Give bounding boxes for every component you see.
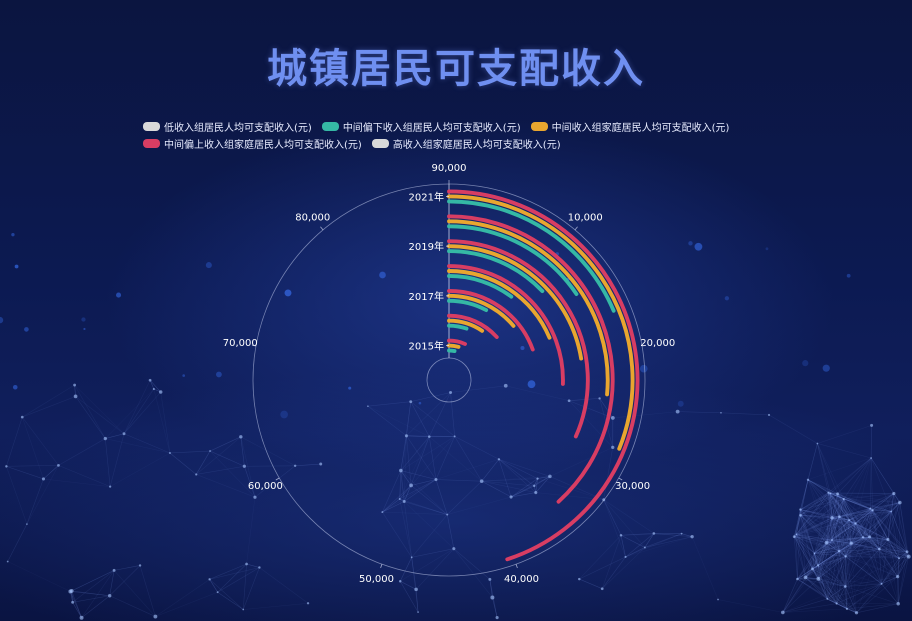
legend-label: 中间偏下收入组居民人均可支配收入(元) (342, 123, 521, 134)
legend-item-low-income[interactable]: 低收入组居民人均可支配收入(元) (143, 119, 312, 134)
bar-arc (447, 264, 565, 386)
bar-arc (447, 348, 457, 354)
bar-arc (447, 298, 489, 313)
chart-legend: 低收入组居民人均可支配收入(元) 中间偏下收入组居民人均可支配收入(元) 中间收… (143, 118, 783, 152)
bar-arc (447, 288, 535, 352)
legend-swatch (143, 139, 160, 148)
bar-arc (447, 214, 615, 504)
angle-tick-label: 20,000 (640, 338, 675, 349)
bar-arc (447, 194, 635, 451)
angle-tick-mark (275, 477, 280, 481)
bar-arc (447, 199, 616, 313)
bar-arc (447, 189, 640, 562)
radius-tick-label: 2021年 (409, 190, 444, 203)
legend-row: 中间偏上收入组家庭居民人均可支配收入(元) 高收入组家庭居民人均可支配收入(元) (143, 135, 783, 152)
bar-arc (447, 318, 485, 333)
bar-arc (447, 338, 467, 346)
radius-tick-label: 2019年 (409, 240, 444, 253)
bar-arc (447, 239, 590, 439)
bar-arc (447, 219, 610, 397)
network-dots (0, 232, 911, 620)
legend-label: 低收入组居民人均可支配收入(元) (164, 123, 312, 134)
radius-tick-label: 2015年 (409, 340, 444, 353)
angle-tick-label: 40,000 (504, 574, 539, 585)
angle-tick-mark (515, 564, 518, 569)
legend-label: 中间收入组家庭居民人均可支配收入(元) (551, 123, 730, 134)
legend-row: 低收入组居民人均可支配收入(元) 中间偏下收入组居民人均可支配收入(元) 中间收… (143, 118, 783, 135)
angle-tick-mark (641, 344, 647, 347)
network-lines (6, 380, 909, 618)
bar-arc (447, 224, 579, 296)
legend-swatch (371, 139, 389, 148)
chart-title: 城镇居民可支配收入 (267, 46, 645, 92)
legend-swatch (530, 122, 548, 131)
inner-circle (426, 357, 472, 403)
bar-arc (447, 269, 552, 340)
legend-label: 中间偏上收入组家庭居民人均可支配收入(元) (164, 140, 362, 151)
bar-arc (447, 323, 469, 331)
angle-tick-mark (618, 477, 623, 481)
legend-swatch (143, 122, 160, 131)
angle-tick-mark (251, 344, 257, 347)
angle-tick-label: 80,000 (295, 213, 330, 224)
radius-tick-label: 2017年 (409, 290, 444, 303)
angle-tick-label: 50,000 (359, 574, 394, 585)
angle-tick-mark (320, 226, 324, 231)
angle-tick-label: 70,000 (223, 338, 258, 349)
angle-tick-label: 30,000 (615, 481, 650, 492)
legend-item-high-income[interactable]: 高收入组家庭居民人均可支配收入(元) (371, 136, 561, 151)
angle-tick-label: 10,000 (568, 213, 603, 224)
legend-item-middle-income[interactable]: 中间收入组家庭居民人均可支配收入(元) (530, 119, 730, 134)
bar-arc (447, 249, 545, 294)
bar-arc (447, 293, 516, 328)
angle-tick-mark (380, 564, 383, 569)
angle-tick-label: 90,000 (432, 163, 467, 174)
bar-arc (447, 274, 514, 299)
bar-arc (447, 244, 584, 361)
legend-item-lower-middle-income[interactable]: 中间偏下收入组居民人均可支配收入(元) (321, 119, 521, 134)
legend-swatch (321, 122, 339, 131)
angle-tick-label: 60,000 (248, 481, 283, 492)
legend-label: 高收入组家庭居民人均可支配收入(元) (392, 140, 561, 151)
angle-tick-mark (574, 226, 578, 231)
legend-item-upper-middle-income[interactable]: 中间偏上收入组家庭居民人均可支配收入(元) (143, 136, 362, 151)
bar-arc (447, 343, 461, 349)
bar-arc (447, 313, 499, 339)
